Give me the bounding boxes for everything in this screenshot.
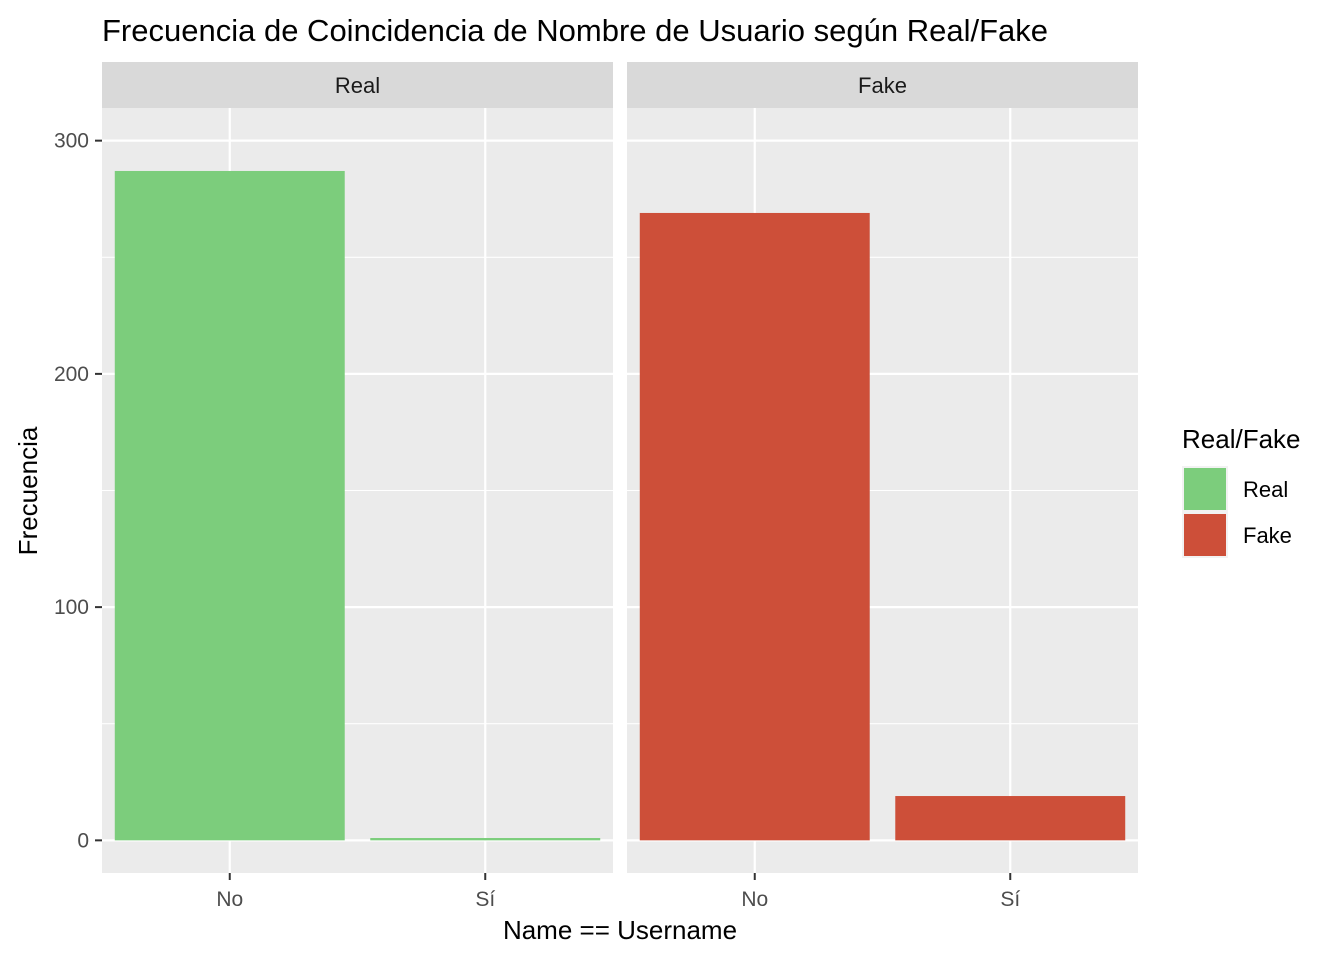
facet-strip-label: Fake [858, 73, 907, 98]
bar-real-1 [370, 838, 601, 841]
bar-real-0 [114, 170, 345, 841]
y-tick-label: 200 [54, 363, 89, 386]
y-tick-label: 100 [54, 596, 89, 619]
bar-fake-0 [639, 212, 870, 841]
facet-strip [102, 62, 613, 108]
legend-label: Real [1243, 477, 1288, 502]
y-axis: 0 100 200 300 [54, 130, 102, 852]
x-tick-label: Sí [475, 888, 495, 911]
legend: Real/Fake Real Fake [1182, 424, 1301, 558]
x-tick-label: No [216, 888, 243, 911]
y-tick-label: 0 [77, 829, 89, 852]
legend-title: Real/Fake [1182, 424, 1301, 454]
facet-panel-real: Real No Sí [102, 62, 613, 911]
facet-strip [627, 62, 1138, 108]
legend-key-real [1184, 468, 1226, 510]
facet-panel-fake: Fake No Sí [627, 62, 1138, 911]
bar-fake-1 [895, 796, 1126, 841]
y-tick-label: 300 [54, 130, 89, 153]
y-axis-title: Frecuencia [13, 426, 43, 555]
chart-title: Frecuencia de Coincidencia de Nombre de … [102, 13, 1048, 48]
legend-label: Fake [1243, 523, 1292, 548]
x-tick-label: No [741, 888, 768, 911]
x-axis-title: Name == Username [503, 915, 737, 945]
x-tick-label: Sí [1000, 888, 1020, 911]
facet-strip-label: Real [335, 73, 380, 98]
facet-panels: Real No Sí Fake No Sí [102, 62, 1138, 911]
legend-key-fake [1184, 514, 1226, 556]
